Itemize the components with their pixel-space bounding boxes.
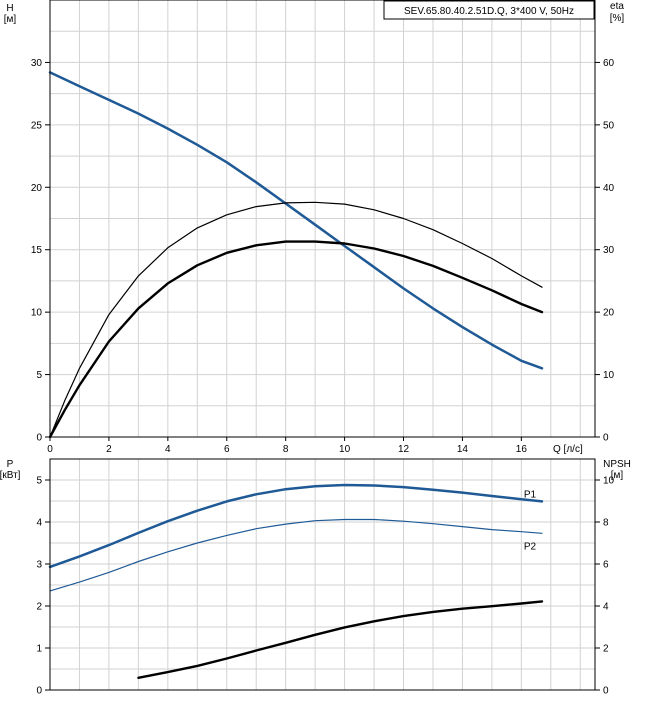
y2-tick-label: 4 — [603, 602, 609, 613]
series-label: P2 — [524, 541, 537, 552]
y2-tick-label: 10 — [603, 370, 615, 381]
y-tick-label: 15 — [31, 245, 43, 256]
y-tick-label: 2 — [36, 602, 42, 613]
title-box — [383, 0, 595, 20]
y-tick-label: 10 — [31, 308, 43, 319]
x-tick-label: 4 — [165, 444, 171, 455]
series-line-1-0 — [48, 483, 544, 569]
y2-axis-label: eta — [610, 1, 624, 12]
y-axis-unit: [кВт] — [0, 470, 21, 481]
y2-axis-unit: [м] — [611, 470, 624, 481]
y-axis-unit: [м] — [4, 14, 17, 25]
x-tick-label: 6 — [224, 444, 230, 455]
series-line-1-1 — [49, 518, 543, 592]
x-tick-label: 2 — [106, 444, 112, 455]
plot-frame — [49, 0, 596, 438]
y-tick-label: 5 — [36, 370, 42, 381]
y2-tick-label: 40 — [603, 183, 615, 194]
y-tick-label: 30 — [31, 58, 43, 69]
y-tick-label: 0 — [36, 433, 42, 444]
y-tick-label: 20 — [31, 183, 43, 194]
series-line-0-0 — [48, 71, 544, 370]
y2-tick-label: 10 — [603, 476, 615, 487]
y-tick-label: 25 — [31, 120, 43, 131]
y2-axis-label: NPSH — [603, 459, 631, 470]
y-tick-label: 0 — [36, 686, 42, 697]
y2-axis-unit: [%] — [610, 13, 625, 24]
plot-frame — [49, 458, 596, 691]
x-tick-label: 12 — [398, 444, 410, 455]
y2-tick-label: 2 — [603, 644, 609, 655]
y-tick-label: 4 — [36, 518, 42, 529]
series-label: P1 — [524, 489, 537, 500]
y2-tick-label: 30 — [603, 245, 615, 256]
x-axis-label: Q [л/с] — [553, 444, 583, 455]
x-tick-label: 16 — [516, 444, 528, 455]
series-line-0-1 — [49, 201, 543, 438]
y2-tick-label: 60 — [603, 58, 615, 69]
y-tick-label: 3 — [36, 560, 42, 571]
y2-tick-label: 0 — [603, 686, 609, 697]
series-line-1-2 — [137, 600, 544, 679]
series-line-0-2 — [48, 240, 544, 439]
y2-tick-label: 50 — [603, 120, 615, 131]
y-tick-label: 1 — [36, 644, 42, 655]
y-axis-label: P — [7, 459, 14, 470]
x-tick-label: 0 — [47, 444, 53, 455]
y-axis-label: H — [6, 3, 13, 14]
y2-tick-label: 20 — [603, 308, 615, 319]
x-tick-label: 8 — [283, 444, 289, 455]
y2-tick-label: 8 — [603, 518, 609, 529]
chart-title: SEV.65.80.40.2.51D.Q, 3*400 V, 50Hz — [404, 6, 574, 17]
y2-tick-label: 6 — [603, 560, 609, 571]
y2-tick-label: 0 — [603, 433, 609, 444]
x-tick-label: 10 — [339, 444, 351, 455]
x-tick-label: 14 — [457, 444, 469, 455]
y-tick-label: 5 — [36, 476, 42, 487]
